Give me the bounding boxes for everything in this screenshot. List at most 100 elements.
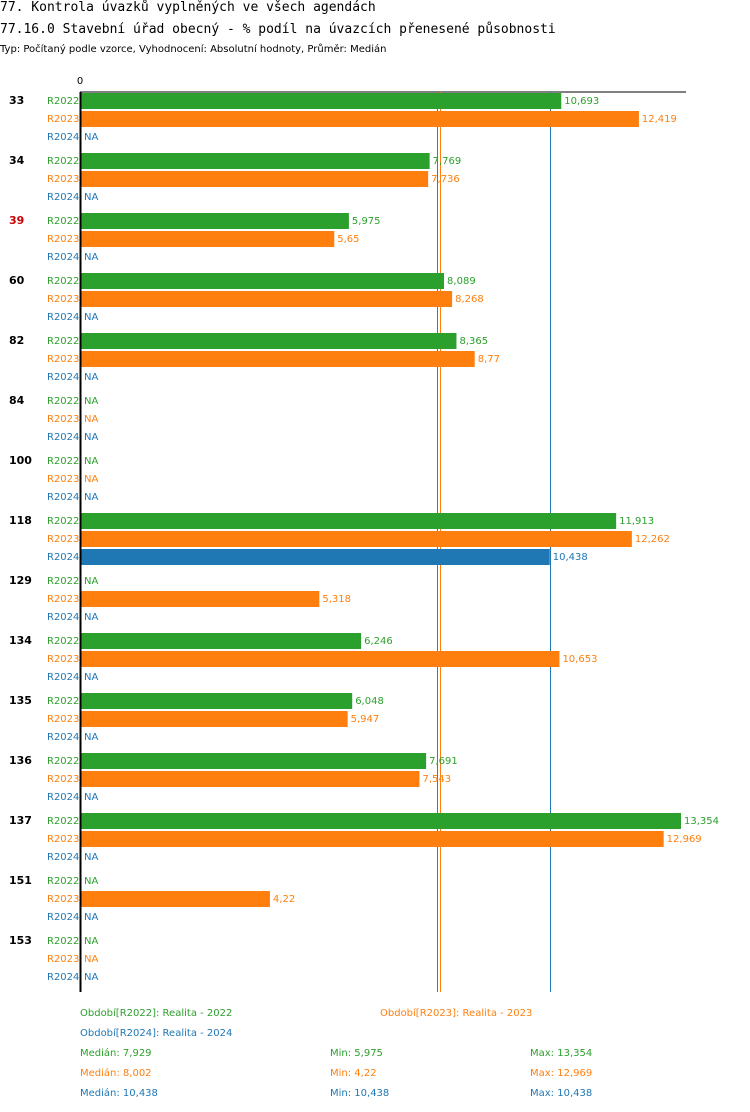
category-label-34: 34 [9,154,25,167]
series-label-153-r2022: R2022 [47,936,79,947]
bar-136-r2022 [80,753,427,769]
series-label-84-r2023: R2023 [47,414,79,425]
category-label-135: 135 [9,694,32,707]
series-label-33-r2022: R2022 [47,96,79,107]
series-label-135-r2023: R2023 [47,714,79,725]
category-label-129: 129 [9,574,32,587]
series-label-39-r2024: R2024 [47,252,79,263]
na-label-34-r2024: NA [84,192,98,203]
na-label-129-r2024: NA [84,612,98,623]
chart-info: Typ: Počítaný podle vzorce, Vyhodnocení:… [0,44,387,55]
data-label-136-r2023: 7,543 [422,774,451,785]
stat-r2022-max: Max: 13,354 [530,1048,593,1059]
series-label-137-r2022: R2022 [47,816,79,827]
series-label-129-r2023: R2023 [47,594,79,605]
na-label-84-r2022: NA [84,396,98,407]
bar-135-r2023 [80,711,348,727]
data-label-39-r2022: 5,975 [352,216,381,227]
category-label-33: 33 [9,94,24,107]
na-label-84-r2023: NA [84,414,98,425]
bar-34-r2022 [80,153,430,169]
x-tick-label-0: 0 [77,76,83,87]
bar-137-r2022 [80,813,681,829]
series-label-60-r2024: R2024 [47,312,79,323]
bar-39-r2023 [80,231,335,247]
category-label-60: 60 [9,274,25,287]
series-label-118-r2024: R2024 [47,552,79,563]
data-label-134-r2023: 10,653 [562,654,597,665]
bar-151-r2023 [80,891,270,907]
bar-60-r2022 [80,273,445,289]
data-label-82-r2022: 8,365 [459,336,488,347]
bar-118-r2024 [80,549,550,565]
data-label-60-r2022: 8,089 [447,276,476,287]
na-label-33-r2024: NA [84,132,98,143]
stat-r2022-median: Medián: 7,929 [80,1048,152,1059]
data-label-135-r2023: 5,947 [351,714,380,725]
series-label-60-r2022: R2022 [47,276,79,287]
bar-118-r2023 [80,531,632,547]
legend-r2022: Období[R2022]: Realita - 2022 [80,1008,233,1019]
category-label-134: 134 [9,634,32,647]
bar-82-r2023 [80,351,475,367]
legend-r2024: Období[R2024]: Realita - 2024 [80,1028,233,1039]
na-label-60-r2024: NA [84,312,98,323]
category-label-137: 137 [9,814,32,827]
series-label-82-r2023: R2023 [47,354,79,365]
na-label-129-r2022: NA [84,576,98,587]
series-label-82-r2024: R2024 [47,372,79,383]
bar-39-r2022 [80,213,349,229]
series-label-100-r2022: R2022 [47,456,79,467]
data-label-118-r2024: 10,438 [553,552,588,563]
series-label-136-r2024: R2024 [47,792,79,803]
data-label-34-r2022: 7,769 [433,156,462,167]
series-label-34-r2023: R2023 [47,174,79,185]
series-label-100-r2023: R2023 [47,474,79,485]
bar-136-r2023 [80,771,420,787]
bar-137-r2023 [80,831,664,847]
stat-r2023-max: Max: 12,969 [530,1068,593,1079]
category-label-100: 100 [9,454,32,467]
series-label-135-r2024: R2024 [47,732,79,743]
series-label-84-r2024: R2024 [47,432,79,443]
series-label-39-r2022: R2022 [47,216,79,227]
bar-33-r2023 [80,111,639,127]
data-label-134-r2022: 6,246 [364,636,393,647]
category-label-118: 118 [9,514,32,527]
na-label-82-r2024: NA [84,372,98,383]
na-label-135-r2024: NA [84,732,98,743]
series-label-151-r2024: R2024 [47,912,79,923]
series-label-134-r2022: R2022 [47,636,79,647]
series-label-129-r2022: R2022 [47,576,79,587]
bar-33-r2022 [80,93,562,109]
bar-82-r2022 [80,333,457,349]
series-label-34-r2022: R2022 [47,156,79,167]
data-label-151-r2023: 4,22 [273,894,295,905]
series-label-153-r2023: R2023 [47,954,79,965]
stat-r2022-min: Min: 5,975 [330,1048,383,1059]
na-label-100-r2023: NA [84,474,98,485]
series-label-34-r2024: R2024 [47,192,79,203]
bar-134-r2023 [80,651,560,667]
category-label-136: 136 [9,754,32,767]
series-label-60-r2023: R2023 [47,294,79,305]
bar-118-r2022 [80,513,617,529]
stat-r2023-median: Medián: 8,002 [80,1068,152,1079]
series-label-137-r2023: R2023 [47,834,79,845]
series-label-118-r2022: R2022 [47,516,79,527]
series-label-39-r2023: R2023 [47,234,79,245]
na-label-153-r2023: NA [84,954,98,965]
data-label-135-r2022: 6,048 [355,696,384,707]
series-label-100-r2024: R2024 [47,492,79,503]
series-label-33-r2023: R2023 [47,114,79,125]
na-label-151-r2022: NA [84,876,98,887]
na-label-100-r2022: NA [84,456,98,467]
na-label-136-r2024: NA [84,792,98,803]
series-label-84-r2022: R2022 [47,396,79,407]
series-label-136-r2023: R2023 [47,774,79,785]
data-label-39-r2023: 5,65 [337,234,359,245]
data-label-137-r2022: 13,354 [684,816,719,827]
series-label-153-r2024: R2024 [47,972,79,983]
data-label-137-r2023: 12,969 [667,834,702,845]
stat-r2024-max: Max: 10,438 [530,1088,593,1099]
